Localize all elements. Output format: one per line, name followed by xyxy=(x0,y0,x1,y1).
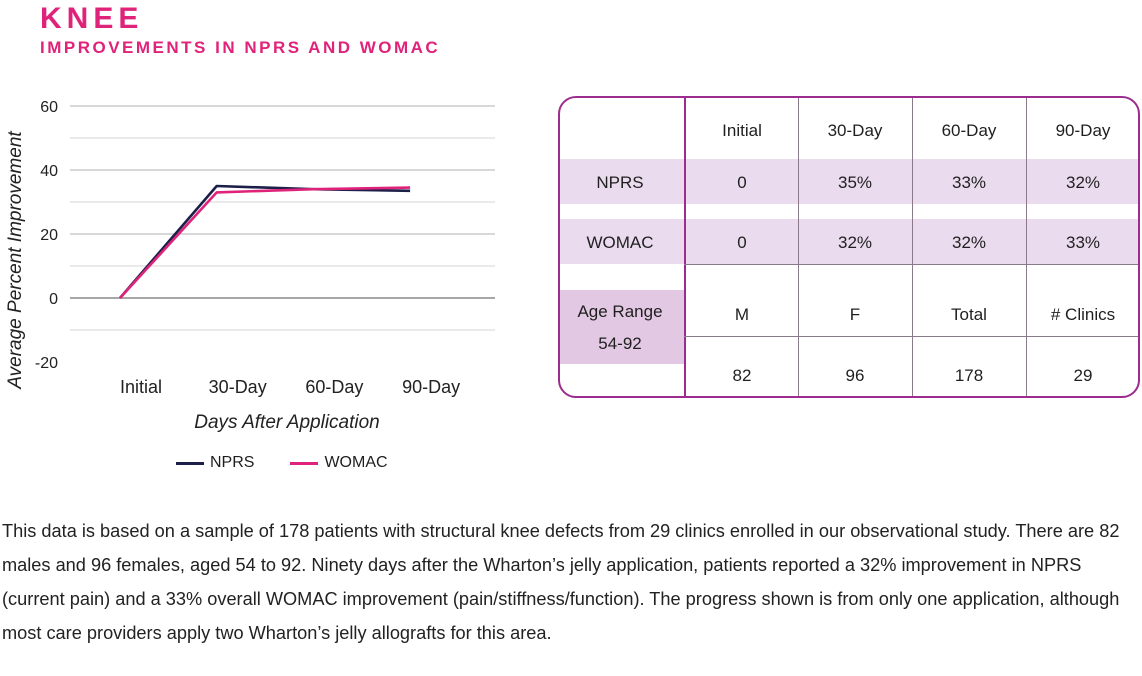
line-chart: 60 40 20 0 -20 Initial 30-Day 60-Day 90-Day Days … xyxy=(5,99,495,433)
legend-label-womac: WOMAC xyxy=(324,454,388,471)
results-table: Initial 30-Day 60-Day 90-Day NPRS 0 35% … xyxy=(558,96,1140,398)
series-line-womac xyxy=(119,186,411,299)
col-header-30day: 30-Day xyxy=(827,121,883,140)
description-paragraph: This data is based on a sample of 178 pa… xyxy=(2,521,1120,643)
demo-value-clinics: 29 xyxy=(1073,366,1093,385)
age-range-label: Age Range xyxy=(577,302,663,321)
legend-item-nprs: NPRS xyxy=(176,454,254,472)
row-band-womac xyxy=(560,219,1138,264)
demo-header-m: M xyxy=(734,305,750,324)
col-header-initial: Initial xyxy=(722,121,762,140)
col-header-60day: 60-Day xyxy=(941,121,997,140)
series-line-nprs xyxy=(119,184,411,299)
age-range-value: 54-92 xyxy=(598,334,642,353)
y-tick-label: 20 xyxy=(40,227,58,244)
chart-legend: NPRS WOMAC xyxy=(176,454,416,472)
page-subtitle: IMPROVEMENTS IN NPRS AND WOMAC xyxy=(40,38,441,57)
x-tick-label: Initial xyxy=(120,377,162,397)
demo-header-f: F xyxy=(849,305,861,324)
table-cell: 35% xyxy=(837,173,873,192)
legend-swatch-nprs xyxy=(176,461,204,465)
row-label-womac: WOMAC xyxy=(586,233,654,252)
table-cell: 33% xyxy=(951,173,987,192)
x-tick-label: 30-Day xyxy=(209,377,267,397)
demo-header-total: Total xyxy=(951,305,987,324)
table-cell: 0 xyxy=(737,233,747,252)
table-divider-main xyxy=(684,98,686,396)
table-divider xyxy=(798,98,799,396)
table-cell: 32% xyxy=(951,233,987,252)
legend-swatch-womac xyxy=(290,461,319,465)
demo-header-clinics: # Clinics xyxy=(1050,305,1116,324)
table-cell: 33% xyxy=(1065,233,1101,252)
x-axis-label: Days After Application xyxy=(194,412,380,433)
table-cell: 32% xyxy=(1065,173,1101,192)
y-tick-label: 60 xyxy=(40,99,58,116)
row-label-nprs: NPRS xyxy=(596,173,644,192)
table-divider xyxy=(1026,98,1027,396)
row-band-nprs xyxy=(560,159,1138,204)
page-title: KNEE xyxy=(40,2,144,35)
demo-value-total: 178 xyxy=(954,366,984,385)
y-tick-label: 40 xyxy=(40,163,58,180)
demo-value-f: 96 xyxy=(845,366,865,385)
table-hline xyxy=(684,336,1138,337)
table-cell: 32% xyxy=(837,233,873,252)
col-header-90day: 90-Day xyxy=(1055,121,1111,140)
y-tick-label: -20 xyxy=(35,355,58,372)
x-tick-label: 60-Day xyxy=(305,377,363,397)
table-divider xyxy=(912,98,913,396)
legend-label-nprs: NPRS xyxy=(210,454,255,471)
table-hline xyxy=(684,264,1138,265)
y-axis-label: Average Percent Improvement xyxy=(5,131,26,390)
legend-item-womac: WOMAC xyxy=(290,454,388,472)
table-cell: 0 xyxy=(737,173,747,192)
y-tick-label: 0 xyxy=(49,291,58,308)
age-range-box xyxy=(560,290,684,364)
demo-value-m: 82 xyxy=(732,366,752,385)
x-tick-label: 90-Day xyxy=(402,377,460,397)
